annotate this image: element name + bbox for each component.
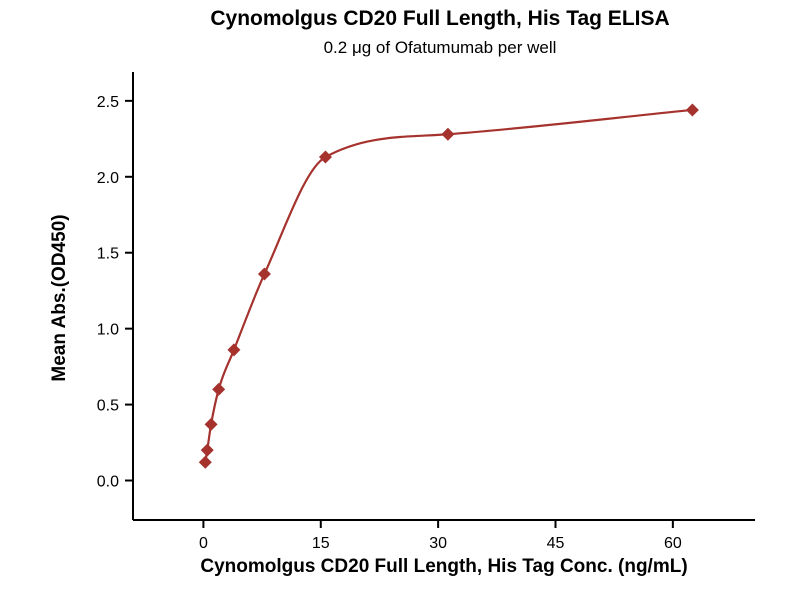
data-point-marker: [200, 443, 214, 457]
svg-text:0.0: 0.0: [97, 474, 119, 491]
svg-text:2.5: 2.5: [97, 94, 119, 111]
x-axis-label: Cynomolgus CD20 Full Length, His Tag Con…: [200, 556, 688, 577]
svg-text:0.5: 0.5: [97, 398, 119, 415]
chart-subtitle: 0.2 μg of Ofatumumab per well: [323, 38, 557, 57]
svg-text:2.0: 2.0: [97, 170, 119, 187]
svg-text:60: 60: [664, 535, 682, 552]
data-point-marker: [198, 455, 212, 469]
data-point-marker: [685, 103, 699, 117]
svg-text:0: 0: [199, 535, 208, 552]
svg-text:45: 45: [547, 535, 565, 552]
data-point-marker: [441, 127, 455, 141]
data-point-marker: [204, 417, 218, 431]
data-point-marker: [227, 343, 241, 357]
svg-text:1.0: 1.0: [97, 322, 119, 339]
data-point-marker: [212, 382, 226, 396]
svg-text:1.5: 1.5: [97, 246, 119, 263]
data-point-marker: [318, 150, 332, 164]
svg-text:30: 30: [429, 535, 447, 552]
data-point-marker: [257, 267, 271, 281]
chart-title: Cynomolgus CD20 Full Length, His Tag ELI…: [210, 7, 670, 30]
fit-curve: [204, 108, 693, 463]
svg-text:15: 15: [312, 535, 330, 552]
